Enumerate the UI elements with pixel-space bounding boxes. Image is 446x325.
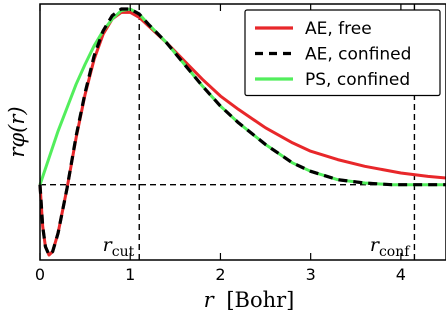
y-axis-label: rφ(r) [5,106,29,157]
plot-frame [39,3,446,261]
x-tick-label: 3 [306,265,316,284]
x-tick-label: 1 [125,265,135,284]
reference-line-annotations: rcut rconf [103,234,412,260]
annotation-r-cut: rcut [103,234,135,260]
legend-box [244,9,441,97]
x-tick-label: 4 [396,265,406,284]
legend-label: PS, confined [305,70,410,90]
series-line-ae-confined [38,7,446,257]
legend: AE, free AE, confined PS, confined [244,9,441,97]
legend-label: AE, confined [305,45,411,65]
x-tick-label: 2 [215,265,225,284]
x-ticks: 0 1 2 3 4 [35,4,406,284]
annotation-r-conf: rconf [370,234,411,260]
series-line-ae-free [38,10,446,257]
x-tick-label: 0 [35,265,45,284]
legend-label: AE, free [305,19,372,39]
x-axis-label: r [Bohr] [204,288,295,312]
series-lines [38,7,446,257]
